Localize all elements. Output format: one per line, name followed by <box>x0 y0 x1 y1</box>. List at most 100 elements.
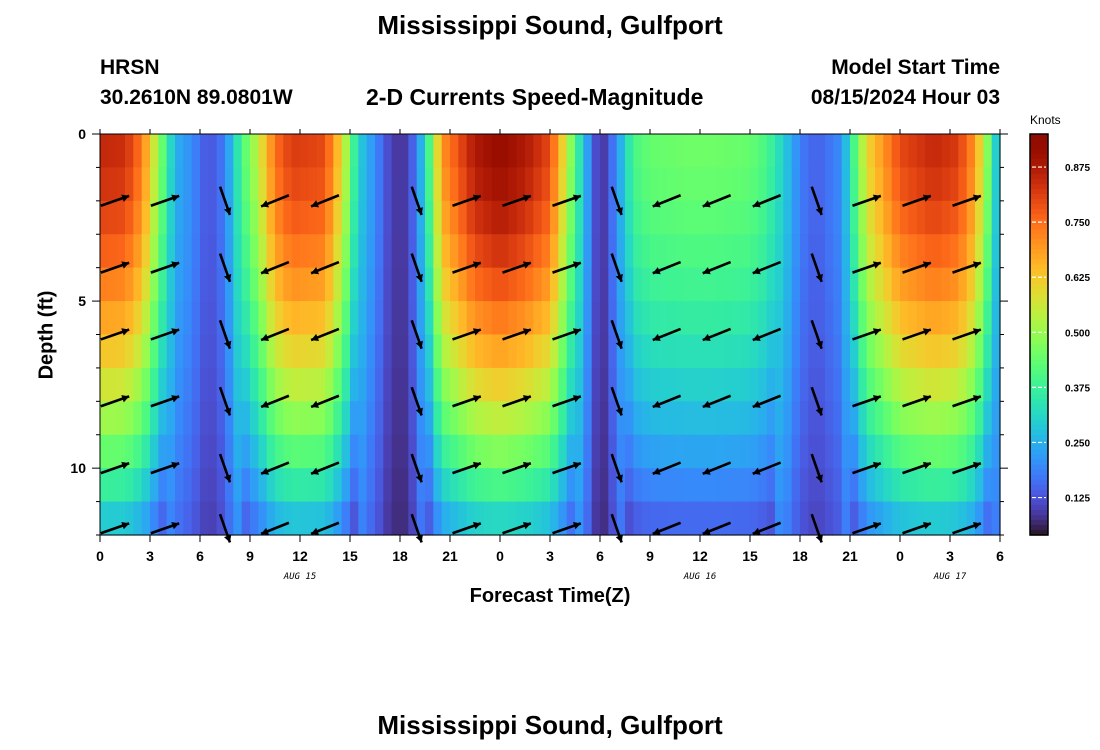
heatmap-cell <box>266 401 276 436</box>
heatmap-cell <box>808 234 818 269</box>
heatmap-cell <box>475 334 484 369</box>
heatmap-cell <box>858 401 868 436</box>
heatmap-cell <box>966 468 976 503</box>
heatmap-cell <box>208 301 218 336</box>
heatmap-cell <box>925 167 934 202</box>
heatmap-cell <box>400 334 409 369</box>
heatmap-cell <box>816 501 826 536</box>
heatmap-cell <box>125 167 134 202</box>
heatmap-cell <box>883 301 893 336</box>
heatmap-cell <box>558 468 568 503</box>
heatmap-cell <box>175 134 184 169</box>
heatmap-cell <box>825 367 834 402</box>
heatmap-cell <box>483 334 493 369</box>
heatmap-cell <box>183 468 193 503</box>
heatmap-cell <box>241 134 251 169</box>
heatmap-cell <box>166 134 176 169</box>
heatmap-cell <box>225 134 234 169</box>
heatmap-cell <box>550 167 559 202</box>
heatmap-cell <box>508 501 518 536</box>
heatmap-cell <box>325 234 334 269</box>
heatmap-cell <box>533 234 543 269</box>
x-tick-label: 21 <box>442 548 458 564</box>
colorbar-segment <box>1030 339 1048 346</box>
heatmap-cell <box>241 501 251 536</box>
heatmap-cell <box>525 401 534 436</box>
heatmap-cell <box>100 200 109 235</box>
heatmap-cell <box>875 367 884 402</box>
heatmap-cell <box>116 334 126 369</box>
model-start-label: Model Start Time <box>831 56 1000 79</box>
colorbar-segment <box>1030 134 1048 140</box>
heatmap-cell <box>758 267 768 302</box>
heatmap-cell <box>825 200 834 235</box>
heatmap-cell <box>608 301 618 336</box>
y-tick-label: 5 <box>78 293 86 309</box>
heatmap-cell <box>991 301 1001 336</box>
heatmap-cell <box>916 468 926 503</box>
colorbar-tick-label: 0.250 <box>1065 438 1090 449</box>
heatmap-cell <box>275 167 284 202</box>
heatmap-cell <box>100 134 109 169</box>
heatmap-cell <box>508 134 518 169</box>
heatmap-cell <box>858 468 868 503</box>
heatmap-cell <box>941 167 951 202</box>
heatmap-cell <box>150 234 159 269</box>
heatmap-cell <box>966 200 976 235</box>
heatmap-cell <box>641 234 651 269</box>
heatmap-cell <box>308 200 318 235</box>
colorbar-segment <box>1030 459 1048 466</box>
heatmap-cell <box>166 334 176 369</box>
heatmap-cell <box>925 434 934 469</box>
heatmap-cell <box>266 200 276 235</box>
heatmap-cell <box>833 267 843 302</box>
heatmap-cell <box>150 301 159 336</box>
heatmap-cell <box>541 434 551 469</box>
heatmap-cell <box>725 267 734 302</box>
heatmap-cell <box>650 134 659 169</box>
heatmap-cell <box>750 401 759 436</box>
heatmap-cell <box>950 267 959 302</box>
colorbar-segment <box>1030 509 1048 516</box>
heatmap-cell <box>650 200 659 235</box>
current-vector <box>502 261 532 274</box>
heatmap-cell <box>591 167 601 202</box>
heatmap-cell <box>991 367 1001 402</box>
heatmap-cell <box>341 200 351 235</box>
heatmap-cell <box>275 234 284 269</box>
heatmap-cell <box>975 234 984 269</box>
heatmap-cell <box>133 200 143 235</box>
x-tick-label: 3 <box>546 548 554 564</box>
heatmap-cell <box>766 468 776 503</box>
heatmap-cell <box>391 167 401 202</box>
heatmap-cell <box>925 401 934 436</box>
heatmap-cell <box>741 301 751 336</box>
heatmap-cell <box>858 367 868 402</box>
heatmap-cell <box>416 367 426 402</box>
heatmap-cell <box>966 434 976 469</box>
vector-head <box>972 461 981 470</box>
heatmap-cell <box>491 301 501 336</box>
heatmap-cell <box>158 134 168 169</box>
heatmap-cell <box>583 401 593 436</box>
heatmap-cell <box>216 301 226 336</box>
heatmap-cell <box>358 200 368 235</box>
heatmap-cell <box>333 334 343 369</box>
heatmap-cell <box>108 401 118 436</box>
heatmap-cell <box>291 267 301 302</box>
heatmap-cell <box>725 468 734 503</box>
current-vector <box>310 260 340 275</box>
heatmap-cell <box>391 134 401 169</box>
heatmap-cell <box>650 234 659 269</box>
heatmap-cell <box>900 434 909 469</box>
heatmap-cell <box>933 401 943 436</box>
heatmap-cell <box>616 367 626 402</box>
heatmap-cell <box>933 434 943 469</box>
heatmap-cell <box>100 234 109 269</box>
heatmap-cell <box>600 200 609 235</box>
heatmap-cell <box>216 167 226 202</box>
heatmap-cell <box>941 367 951 402</box>
heatmap-cell <box>208 234 218 269</box>
heatmap-cell <box>491 267 501 302</box>
vector-head <box>171 194 180 202</box>
